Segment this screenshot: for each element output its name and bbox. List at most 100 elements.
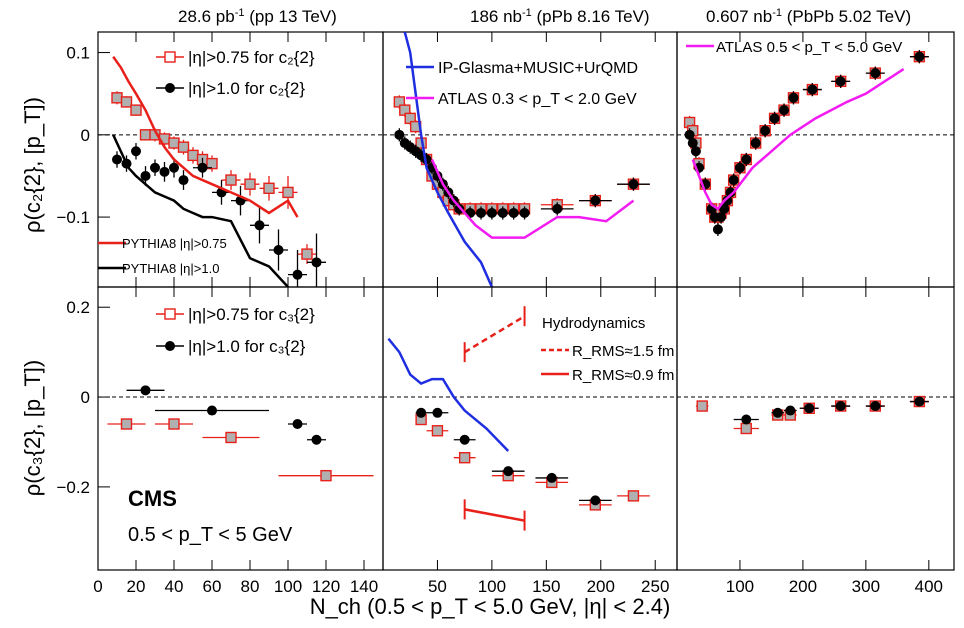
data-point-circle	[476, 207, 486, 218]
header-title-ppb: 186 nb-1 (pPb 8.16 TeV)	[470, 7, 650, 26]
data-point-circle	[503, 466, 514, 477]
legend-label: |η|>0.75 for c₂{2}	[188, 48, 315, 67]
legend-label: PYTHIA8 |η|>1.0	[122, 261, 219, 276]
data-point-square	[244, 178, 256, 190]
x-tick-label: 80	[241, 577, 260, 596]
data-point-circle	[750, 138, 761, 149]
data-point-circle	[772, 407, 783, 418]
data-point-square	[111, 92, 123, 104]
data-point-circle	[741, 414, 752, 425]
data-point-circle	[835, 76, 846, 87]
data-point-circle	[292, 269, 303, 280]
x-tick-label: 250	[641, 577, 669, 596]
data-point-circle	[292, 419, 303, 430]
data-point-square	[627, 490, 640, 502]
panel-1: −0.1 0 0.1	[56, 31, 384, 288]
data-point-circle	[112, 154, 122, 165]
x-tick-label: 150	[532, 577, 560, 596]
data-point-circle	[159, 166, 170, 177]
y-tick-label: −0.1	[56, 208, 90, 227]
data-point-circle	[712, 224, 723, 235]
x-tick-label: 400	[915, 577, 943, 596]
data-point-circle	[552, 203, 563, 214]
panel-5: 50 100 150 200 250	[382, 286, 678, 596]
data-point-square	[187, 149, 199, 162]
cms-label: CMS	[128, 486, 177, 511]
data-point-circle	[497, 207, 508, 218]
data-point-circle	[131, 146, 141, 157]
series-line	[430, 158, 635, 239]
data-point-circle	[870, 68, 881, 79]
data-point-square	[431, 425, 444, 437]
data-point-square	[696, 400, 708, 412]
y-tick-label: 0.2	[66, 298, 90, 317]
panel-frame	[676, 286, 955, 571]
panel-4: 0 20 40 60 80 100 120 140 −0.2 0 0.2	[56, 286, 384, 596]
data-point-circle	[690, 146, 701, 157]
legend-label: |η|>1.0 for c₂{2}	[188, 79, 305, 98]
x-tick-label: 140	[350, 577, 378, 596]
series-line	[112, 55, 299, 218]
y-axis-label-top: ρ(c₂{2}, [p_T])	[20, 97, 45, 233]
data-point-circle	[546, 472, 557, 483]
data-point-circle	[311, 434, 322, 445]
data-point-circle	[734, 162, 745, 173]
data-point-circle	[140, 385, 151, 396]
legend-label: Hydrodynamics	[542, 315, 645, 332]
data-point-circle	[273, 244, 284, 255]
y-tick-label: −0.2	[56, 478, 90, 497]
data-point-square	[130, 104, 142, 116]
data-point-square	[225, 431, 237, 444]
series-line	[464, 508, 525, 522]
legend-marker	[165, 341, 175, 351]
data-point-circle	[197, 162, 208, 173]
x-tick-label: 100	[274, 577, 302, 596]
series-line	[387, 337, 510, 452]
legend-label: ATLAS 0.5 < p_T < 5.0 GeV	[716, 39, 902, 56]
x-tick-label: 20	[127, 577, 146, 596]
data-point-circle	[486, 207, 497, 218]
series-line	[464, 315, 526, 354]
data-point-square	[168, 418, 180, 430]
panel-frame	[676, 31, 955, 288]
series-line	[112, 134, 289, 287]
legend-label: IP-Glasma+MUSIC+UrQMD	[438, 60, 638, 77]
data-point-circle	[508, 207, 519, 218]
data-point-square	[139, 129, 152, 141]
data-point-circle	[519, 207, 530, 218]
data-point-circle	[769, 113, 780, 124]
legend-marker	[164, 51, 176, 63]
data-point-circle	[760, 125, 771, 136]
data-point-circle	[416, 407, 427, 418]
data-point-square	[177, 141, 190, 153]
data-point-square	[301, 248, 313, 260]
data-point-circle	[254, 220, 265, 231]
x-tick-label: 60	[203, 577, 222, 596]
x-tick-label: 50	[428, 577, 447, 596]
data-point-circle	[628, 179, 639, 190]
data-point-square	[120, 96, 133, 108]
panel-6: 100 200 300 400	[676, 286, 955, 596]
data-point-circle	[178, 175, 189, 186]
data-point-circle	[870, 401, 881, 412]
x-tick-label: 200	[587, 577, 615, 596]
data-point-square	[120, 418, 133, 430]
x-tick-label: 100	[726, 577, 754, 596]
data-point-circle	[169, 162, 179, 173]
data-point-square	[168, 137, 180, 149]
data-point-circle	[741, 154, 752, 165]
y-axis-label-bottom: ρ(c₃{2}, [p_T])	[20, 360, 45, 496]
data-point-circle	[394, 129, 405, 140]
data-point-square	[206, 157, 218, 170]
legend-label: R_RMS≈1.5 fm	[572, 343, 674, 360]
data-point-circle	[459, 434, 470, 445]
legend-marker	[164, 308, 176, 320]
legend-label: R_RMS≈0.9 fm	[572, 367, 674, 384]
data-point-square	[740, 422, 752, 435]
x-axis-label: N_ch (0.5 < p_T < 5.0 GeV, |η| < 2.4)	[310, 594, 671, 619]
data-point-circle	[590, 495, 601, 506]
data-point-circle	[914, 51, 925, 62]
legend-label: |η|>0.75 for c₃{2}	[188, 305, 315, 324]
data-point-circle	[788, 92, 799, 103]
x-tick-label: 120	[312, 577, 340, 596]
